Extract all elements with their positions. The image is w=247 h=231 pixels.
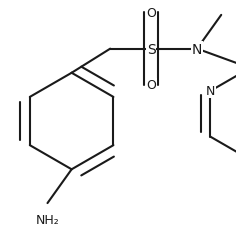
Text: N: N <box>192 43 202 56</box>
Text: O: O <box>146 79 156 92</box>
Text: O: O <box>146 7 156 20</box>
Text: N: N <box>206 85 215 98</box>
Text: S: S <box>147 43 156 56</box>
Text: NH₂: NH₂ <box>36 213 59 226</box>
